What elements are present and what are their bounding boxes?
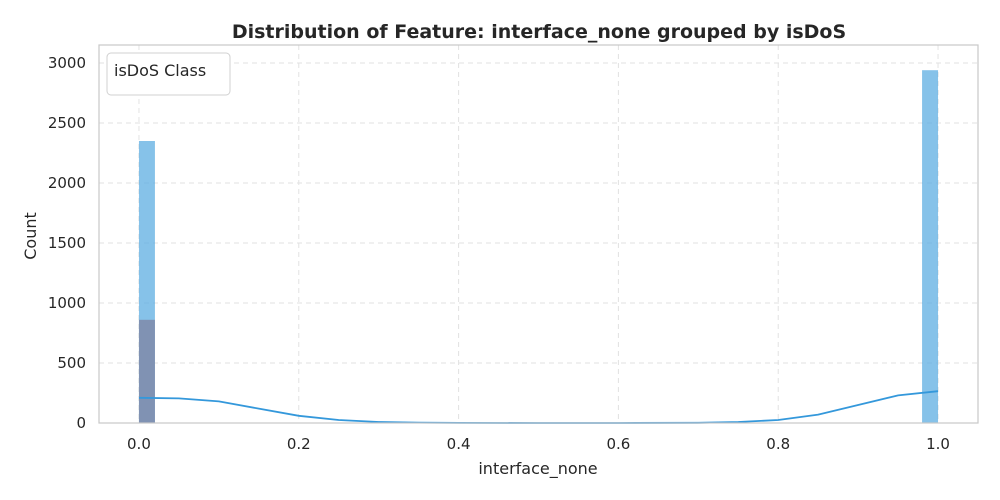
x-axis-ticks: 0.0 0.2 0.4 0.6 0.8 1.0 (127, 435, 950, 453)
y-tick-label: 3000 (48, 54, 86, 72)
y-axis-ticks: 0 500 1000 1500 2000 2500 3000 (48, 54, 86, 432)
x-tick-label: 1.0 (926, 435, 950, 453)
x-tick-label: 0.8 (766, 435, 790, 453)
y-tick-label: 2000 (48, 174, 86, 192)
y-tick-label: 1000 (48, 294, 86, 312)
x-tick-label: 0.0 (127, 435, 151, 453)
histogram-bar (922, 70, 939, 423)
y-tick-label: 1500 (48, 234, 86, 252)
x-tick-label: 0.2 (287, 435, 311, 453)
x-tick-label: 0.4 (447, 435, 471, 453)
x-tick-label: 0.6 (606, 435, 630, 453)
histogram-bars (138, 70, 939, 423)
x-axis-label: interface_none (478, 459, 597, 479)
kde-line (138, 390, 939, 424)
chart-title: Distribution of Feature: interface_none … (232, 21, 846, 43)
plot-frame (98, 44, 979, 424)
grid (99, 45, 978, 424)
legend: isDoS Class (106, 52, 231, 96)
y-tick-label: 2500 (48, 114, 86, 132)
histogram-bar (138, 319, 155, 423)
y-tick-label: 0 (76, 414, 86, 432)
y-tick-label: 500 (57, 354, 86, 372)
legend-title: isDoS Class (114, 61, 206, 80)
y-axis-label: Count (21, 212, 40, 260)
legend-box (106, 52, 231, 96)
kde-curve (138, 390, 939, 424)
